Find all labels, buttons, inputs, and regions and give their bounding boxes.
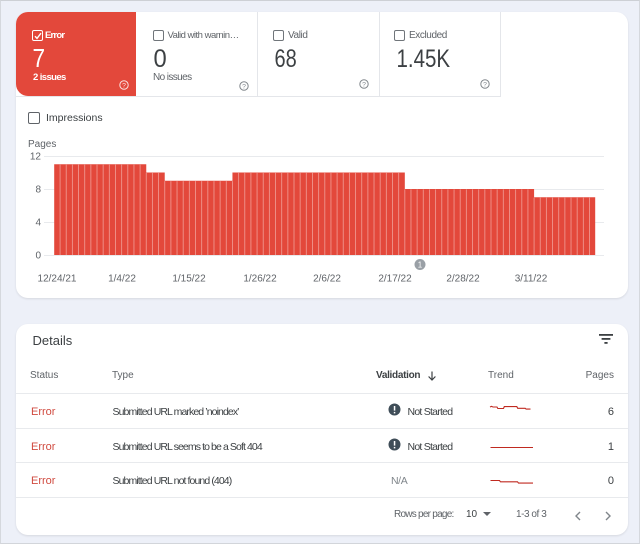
svg-text:7: 7	[33, 43, 46, 71]
svg-text:12: 12	[30, 152, 42, 163]
svg-text:0: 0	[153, 45, 166, 71]
svg-text:?: ?	[122, 82, 126, 89]
svg-text:2/28/22: 2/28/22	[446, 274, 480, 285]
svg-text:2/17/22: 2/17/22	[378, 274, 412, 285]
svg-text:12/24/21: 12/24/21	[38, 274, 77, 285]
svg-text:?: ?	[362, 81, 366, 88]
svg-text:3/11/22: 3/11/22	[515, 274, 548, 285]
svg-text:0: 0	[35, 251, 41, 262]
svg-text:1: 1	[418, 261, 423, 270]
svg-text:68: 68	[275, 45, 297, 71]
svg-text:1/26/22: 1/26/22	[243, 274, 277, 285]
svg-text:2/6/22: 2/6/22	[313, 274, 341, 285]
svg-text:?: ?	[483, 81, 487, 88]
svg-text:1/15/22: 1/15/22	[172, 274, 206, 285]
svg-text:?: ?	[242, 83, 246, 90]
svg-text:4: 4	[35, 218, 41, 229]
svg-text:1.45K: 1.45K	[397, 45, 451, 71]
svg-text:1/4/22: 1/4/22	[108, 274, 136, 285]
svg-text:8: 8	[35, 185, 41, 196]
